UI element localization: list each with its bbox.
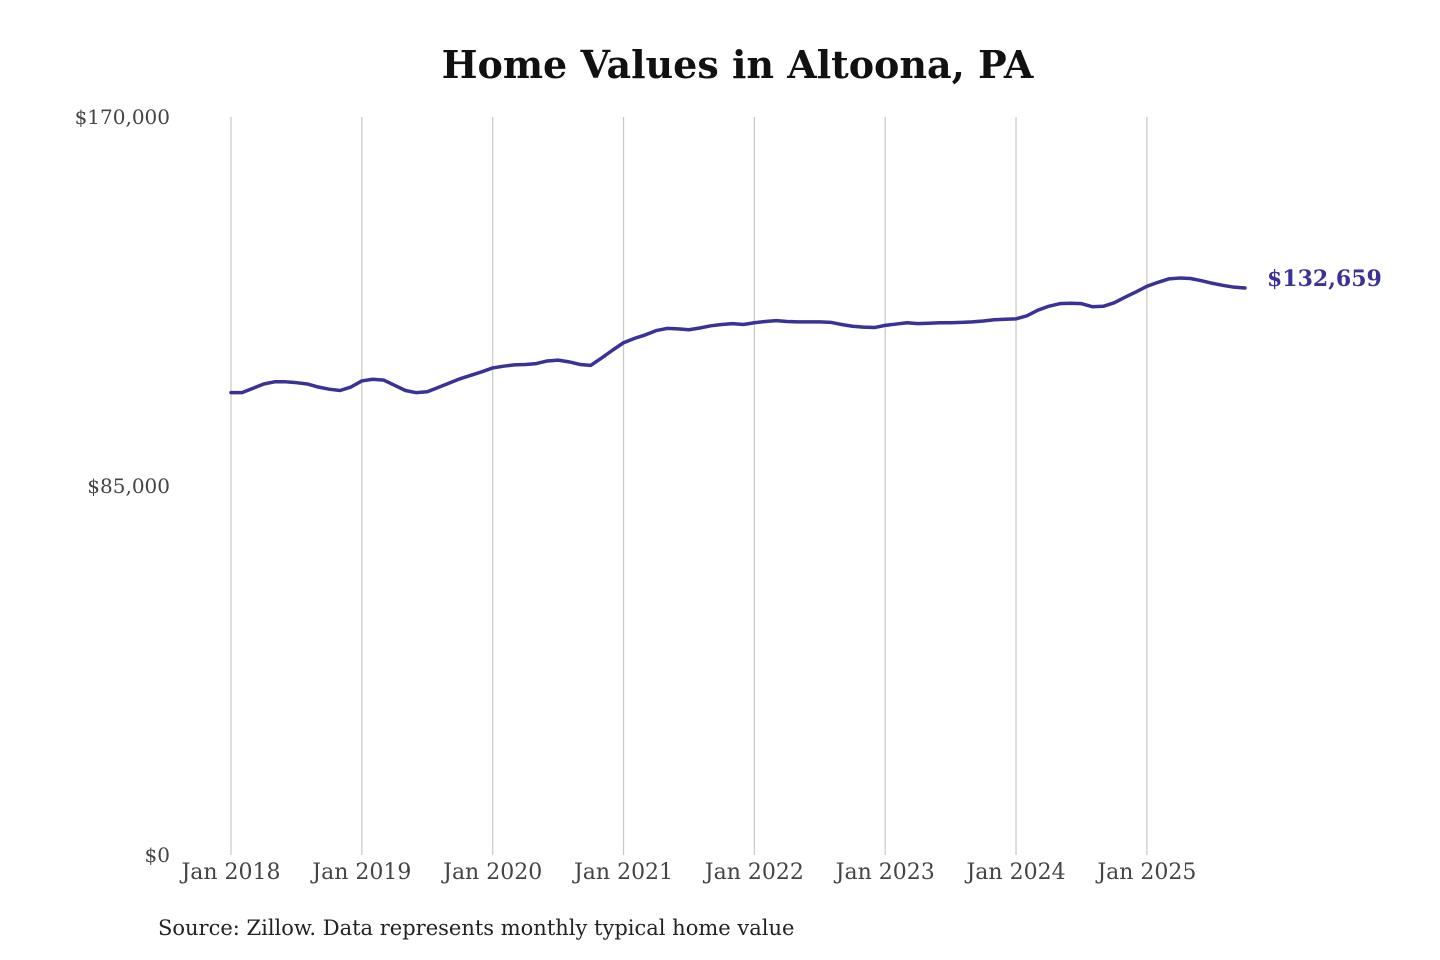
- x-axis-ticks: Jan 2018 Jan 2019 Jan 2020 Jan 2021 Jan 2022…: [179, 860, 1196, 885]
- x-tick-label: Jan 2018: [179, 860, 280, 885]
- y-tick-label: $85,000: [87, 474, 170, 498]
- chart-title: Home Values in Altoona, PA: [441, 42, 1034, 87]
- y-tick-label: $0: [145, 843, 170, 867]
- x-tick-label: Jan 2020: [441, 860, 542, 885]
- x-tick-label: Jan 2019: [310, 860, 411, 885]
- x-tick-label: Jan 2024: [964, 860, 1065, 885]
- x-tick-label: Jan 2025: [1095, 860, 1196, 885]
- series-line-home-value: [229, 276, 1247, 395]
- y-tick-label: $170,000: [75, 105, 170, 129]
- end-value-label: $132,659: [1267, 266, 1382, 292]
- gridlines: [230, 117, 1148, 855]
- x-tick-label: Jan 2022: [703, 860, 804, 885]
- y-axis-ticks: $170,000 $85,000 $0: [75, 105, 170, 867]
- x-tick-label: Jan 2021: [572, 860, 673, 885]
- x-tick-label: Jan 2023: [834, 860, 935, 885]
- chart-source-note: Source: Zillow. Data represents monthly …: [158, 916, 795, 940]
